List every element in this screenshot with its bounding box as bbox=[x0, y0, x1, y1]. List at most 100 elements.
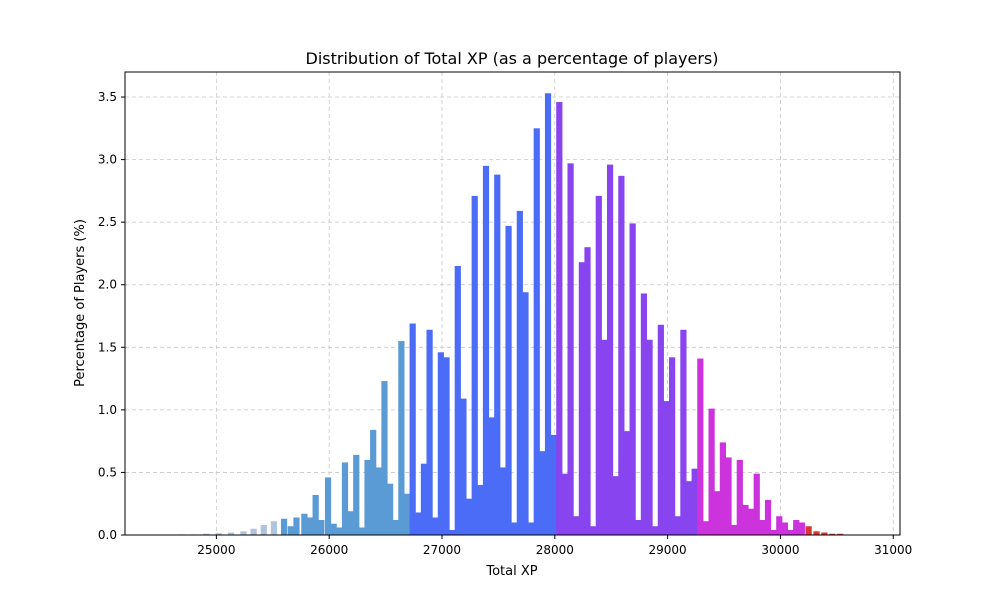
histogram-bar bbox=[420, 463, 428, 535]
x-tick-label: 28000 bbox=[536, 543, 574, 557]
histogram-bar bbox=[533, 128, 540, 536]
histogram-bar bbox=[375, 467, 382, 535]
histogram-bar bbox=[719, 442, 726, 535]
y-axis-label: Percentage of Players (%) bbox=[73, 219, 88, 387]
histogram-bar bbox=[781, 522, 789, 535]
histogram-bar bbox=[353, 454, 360, 535]
histogram-bar bbox=[203, 533, 210, 535]
histogram-bar bbox=[731, 524, 738, 535]
histogram-bar bbox=[437, 352, 444, 535]
y-tick-label: 2.5 bbox=[98, 215, 117, 229]
histogram-bar bbox=[663, 401, 670, 535]
histogram-bar bbox=[747, 508, 755, 535]
histogram-bar bbox=[714, 491, 721, 535]
grid-layer bbox=[125, 72, 900, 536]
y-tick-label: 0.0 bbox=[98, 528, 117, 542]
histogram-bar bbox=[293, 517, 300, 535]
histogram-bar bbox=[646, 339, 653, 535]
histogram-bar bbox=[499, 467, 507, 535]
y-tick-label: 3.5 bbox=[98, 90, 117, 104]
histogram-bar bbox=[669, 357, 676, 535]
histogram-bar bbox=[759, 519, 766, 535]
histogram-bar bbox=[250, 528, 257, 535]
histogram-bar bbox=[347, 511, 354, 535]
histogram-bar bbox=[477, 484, 484, 535]
bars-layer bbox=[178, 93, 844, 536]
histogram-bar bbox=[573, 516, 580, 535]
histogram-bar bbox=[578, 262, 585, 535]
histogram-bar bbox=[336, 527, 343, 535]
y-tick-label: 1.0 bbox=[98, 403, 117, 417]
histogram-bar bbox=[612, 476, 619, 535]
histogram-bar bbox=[324, 477, 332, 535]
histogram-bar bbox=[528, 522, 535, 535]
histogram-bar bbox=[392, 519, 399, 535]
histogram-bar bbox=[567, 163, 574, 536]
histogram-bar bbox=[270, 521, 278, 535]
histogram-bar bbox=[623, 431, 631, 535]
histogram-bar bbox=[652, 526, 659, 535]
histogram-bar bbox=[449, 529, 456, 535]
histogram-bar bbox=[364, 459, 371, 535]
x-tick-label: 29000 bbox=[649, 543, 687, 557]
histogram-bar bbox=[443, 357, 450, 535]
histogram-bar bbox=[381, 381, 388, 535]
histogram-bar bbox=[415, 512, 422, 535]
histogram-bar bbox=[764, 499, 772, 535]
histogram-bar bbox=[471, 195, 478, 535]
x-tick-label: 27000 bbox=[423, 543, 461, 557]
histogram-bar bbox=[691, 468, 698, 535]
histogram-bar bbox=[465, 498, 473, 535]
histogram-bar bbox=[482, 165, 490, 535]
histogram-bar bbox=[561, 473, 569, 535]
y-tick-label: 2.0 bbox=[98, 278, 117, 292]
chart-title: Distribution of Total XP (as a percentag… bbox=[306, 49, 719, 68]
histogram-bar bbox=[708, 408, 715, 535]
histogram-bar bbox=[805, 526, 812, 535]
histogram-bar bbox=[821, 532, 828, 535]
histogram-bar bbox=[488, 417, 495, 535]
histogram-bar bbox=[403, 493, 411, 535]
histogram-bar bbox=[753, 473, 760, 535]
histogram-bar bbox=[280, 518, 288, 535]
x-axis-label: Total XP bbox=[485, 564, 537, 579]
histogram-bar bbox=[770, 529, 777, 535]
histogram-bar bbox=[798, 522, 805, 535]
histogram-bar bbox=[680, 329, 687, 535]
histogram-bar bbox=[618, 175, 625, 535]
histogram-bar bbox=[776, 516, 783, 535]
histogram-bar bbox=[742, 504, 749, 535]
histogram-bar bbox=[539, 451, 546, 535]
histogram-bar bbox=[287, 526, 294, 535]
histogram-bar bbox=[736, 459, 743, 535]
histogram-bar bbox=[697, 358, 704, 535]
histogram-bar bbox=[240, 531, 247, 535]
histogram-bar bbox=[606, 164, 614, 535]
histogram-bar bbox=[494, 174, 501, 535]
histogram-bar bbox=[550, 434, 557, 535]
histogram-bar bbox=[674, 516, 681, 535]
histogram-bar bbox=[454, 265, 461, 535]
histogram-bar bbox=[426, 329, 433, 535]
histogram-bar bbox=[640, 293, 648, 535]
histogram-bar bbox=[312, 494, 319, 535]
histogram-bar bbox=[702, 521, 710, 535]
histogram-bar bbox=[460, 398, 467, 535]
y-tick-label: 1.5 bbox=[98, 340, 117, 354]
plot-frame bbox=[124, 71, 901, 536]
histogram-bar bbox=[318, 519, 325, 535]
histogram-bar bbox=[432, 517, 439, 535]
histogram-bar bbox=[306, 517, 314, 535]
y-tick-label: 3.0 bbox=[98, 153, 117, 167]
histogram-bar bbox=[215, 533, 222, 535]
histogram-bar bbox=[793, 519, 800, 535]
histogram-bar bbox=[787, 529, 794, 535]
histogram-bar bbox=[227, 532, 235, 535]
histogram-bar bbox=[837, 533, 844, 535]
histogram-bar bbox=[595, 195, 602, 535]
x-tick-label: 26000 bbox=[310, 543, 348, 557]
histogram-bar bbox=[635, 519, 642, 535]
histogram-bar bbox=[813, 531, 820, 535]
